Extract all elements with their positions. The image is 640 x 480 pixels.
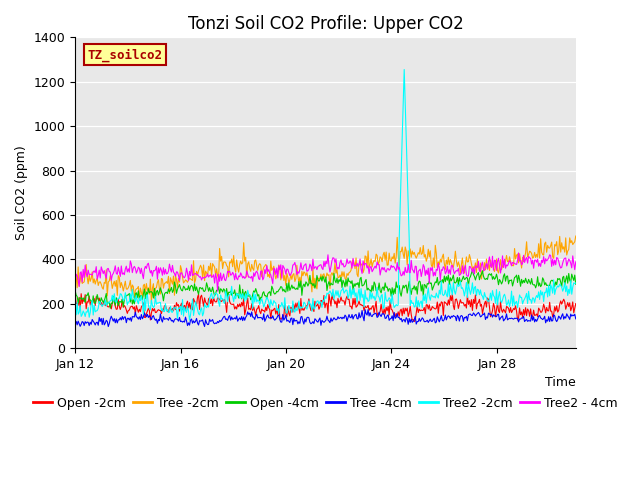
- Open -2cm: [343, 293, 351, 299]
- Open -4cm: [310, 281, 317, 287]
- Tree -2cm: [483, 256, 490, 262]
- Tree -4cm: [313, 319, 321, 324]
- Open -2cm: [312, 303, 320, 309]
- Tree2 -2cm: [313, 299, 321, 304]
- Tree -4cm: [562, 315, 570, 321]
- Tree2 - 4cm: [371, 265, 378, 271]
- Open -4cm: [106, 305, 114, 311]
- Open -2cm: [309, 305, 317, 311]
- Tree -2cm: [371, 258, 378, 264]
- Tree2 - 4cm: [515, 250, 522, 256]
- Open -2cm: [71, 292, 79, 298]
- Tree -2cm: [71, 275, 79, 281]
- Open -2cm: [562, 306, 570, 312]
- Line: Tree2 -2cm: Tree2 -2cm: [75, 70, 576, 320]
- Tree -4cm: [484, 315, 492, 321]
- X-axis label: Time: Time: [545, 376, 576, 389]
- Tree2 -2cm: [371, 293, 378, 299]
- Open -4cm: [562, 276, 570, 282]
- Tree2 - 4cm: [214, 288, 221, 294]
- Tree2 - 4cm: [310, 266, 317, 272]
- Title: Tonzi Soil CO2 Profile: Upper CO2: Tonzi Soil CO2 Profile: Upper CO2: [188, 15, 463, 33]
- Tree -4cm: [310, 321, 317, 326]
- Tree -2cm: [310, 285, 317, 290]
- Open -2cm: [484, 295, 492, 301]
- Open -4cm: [371, 279, 378, 285]
- Tree -4cm: [361, 307, 369, 312]
- Line: Open -4cm: Open -4cm: [75, 270, 576, 308]
- Open -4cm: [71, 288, 79, 293]
- Tree -4cm: [104, 324, 112, 329]
- Tree2 -2cm: [562, 289, 570, 295]
- Tree2 -2cm: [71, 309, 79, 314]
- Open -4cm: [572, 281, 580, 287]
- Tree -2cm: [313, 286, 321, 292]
- Tree2 - 4cm: [572, 259, 580, 265]
- Tree2 - 4cm: [343, 256, 351, 262]
- Tree -2cm: [148, 300, 156, 305]
- Tree2 -2cm: [310, 306, 317, 312]
- Y-axis label: Soil CO2 (ppm): Soil CO2 (ppm): [15, 145, 28, 240]
- Tree2 -2cm: [186, 317, 193, 323]
- Line: Open -2cm: Open -2cm: [75, 294, 576, 322]
- Legend: Open -2cm, Tree -2cm, Open -4cm, Tree -4cm, Tree2 -2cm, Tree2 - 4cm: Open -2cm, Tree -2cm, Open -4cm, Tree -4…: [28, 392, 623, 415]
- Open -2cm: [328, 291, 336, 297]
- Open -2cm: [371, 310, 378, 316]
- Open -2cm: [572, 301, 580, 307]
- Open -4cm: [343, 283, 351, 289]
- Tree2 -2cm: [572, 280, 580, 286]
- Tree -4cm: [371, 311, 379, 316]
- Open -4cm: [468, 267, 476, 273]
- Tree2 -2cm: [484, 298, 492, 303]
- Tree -2cm: [572, 233, 580, 239]
- Tree2 -2cm: [401, 67, 408, 72]
- Line: Tree2 - 4cm: Tree2 - 4cm: [75, 253, 576, 291]
- Tree -2cm: [343, 271, 351, 276]
- Tree -4cm: [572, 316, 580, 322]
- Tree -4cm: [343, 318, 351, 324]
- Tree2 - 4cm: [71, 276, 79, 281]
- Line: Tree -4cm: Tree -4cm: [75, 310, 576, 326]
- Tree -2cm: [561, 249, 568, 255]
- Tree2 - 4cm: [313, 267, 321, 273]
- Tree2 -2cm: [343, 288, 351, 293]
- Open -4cm: [313, 273, 321, 278]
- Open -2cm: [410, 319, 418, 324]
- Tree2 - 4cm: [562, 255, 570, 261]
- Tree2 - 4cm: [483, 261, 490, 266]
- Line: Tree -2cm: Tree -2cm: [75, 236, 576, 302]
- Text: TZ_soilco2: TZ_soilco2: [88, 48, 163, 61]
- Tree -4cm: [71, 320, 79, 325]
- Open -4cm: [484, 276, 492, 282]
